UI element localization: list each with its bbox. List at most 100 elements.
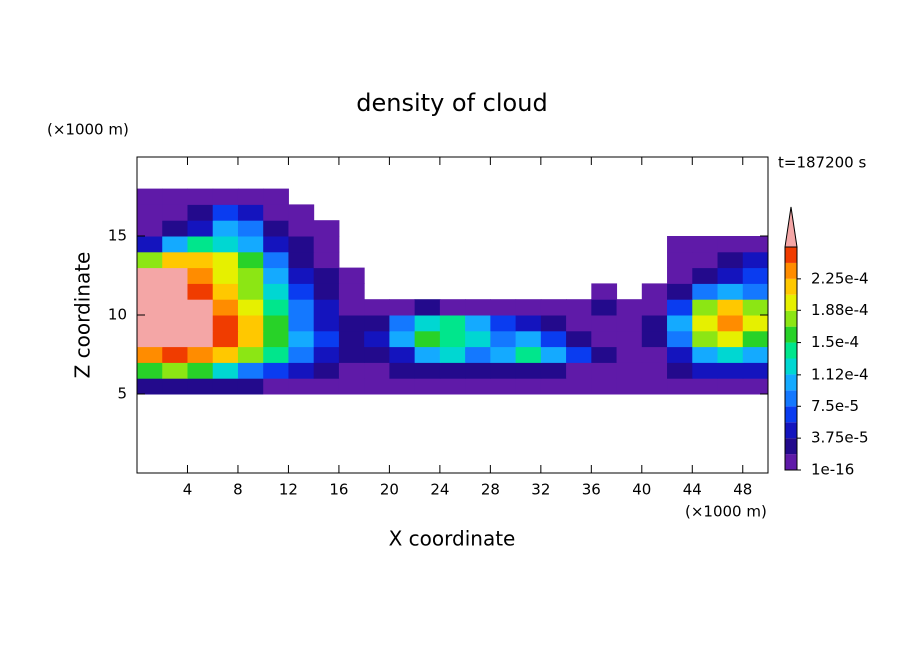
contour-cell xyxy=(717,315,744,332)
contour-cell xyxy=(616,346,643,363)
contour-cell xyxy=(667,346,693,363)
contour-cell xyxy=(237,220,264,237)
contour-cell xyxy=(742,236,769,253)
contour-cell xyxy=(212,220,239,237)
contour-cell xyxy=(187,204,214,221)
contour-cell xyxy=(212,362,239,379)
colorbar-extend xyxy=(784,206,798,248)
contour-cell xyxy=(742,362,769,379)
contour-cell xyxy=(414,346,441,363)
contour-cell xyxy=(641,315,668,332)
contour-cell xyxy=(288,346,315,363)
contour-cell xyxy=(540,378,567,395)
contour-cell xyxy=(717,283,744,300)
contour-cell xyxy=(414,330,441,348)
contour-cell xyxy=(742,299,769,316)
contour-cell xyxy=(137,315,163,332)
colorbar-tick-label: 1.88e-4 xyxy=(811,301,869,319)
contour-cell xyxy=(212,299,239,316)
contour-cell xyxy=(187,315,214,332)
contour-cell xyxy=(667,267,693,284)
contour-cell xyxy=(338,346,365,363)
contour-cell xyxy=(162,315,188,332)
contour-cell xyxy=(237,315,264,332)
x-tick-label: 20 xyxy=(380,481,399,499)
contour-cell xyxy=(364,330,390,348)
contour-cell xyxy=(263,220,289,237)
contour-cell xyxy=(263,346,289,363)
contour-cell xyxy=(641,283,668,300)
contour-cell xyxy=(263,283,289,300)
colorbar-band xyxy=(785,262,797,279)
contour-cell xyxy=(540,330,567,348)
contour-cell xyxy=(162,299,188,316)
contour-cell xyxy=(288,267,315,284)
contour-cell xyxy=(742,267,769,284)
contour-cell xyxy=(212,315,239,332)
contour-cell xyxy=(692,283,719,300)
contour-cell xyxy=(591,378,618,395)
colorbar-band xyxy=(785,422,797,439)
contour-cell xyxy=(667,251,693,269)
colorbar-band xyxy=(785,310,797,327)
contour-cell xyxy=(162,188,188,205)
contour-cell xyxy=(263,378,289,395)
colorbar-band xyxy=(785,390,797,407)
contour-cell xyxy=(566,299,592,316)
contour-cell xyxy=(313,267,340,284)
colorbar-band xyxy=(785,278,797,295)
contour-cell xyxy=(515,299,542,316)
contour-cell xyxy=(187,346,214,363)
contour-cell xyxy=(137,362,163,379)
contour-cell xyxy=(338,299,365,316)
contour-cell xyxy=(162,220,188,237)
contour-cell xyxy=(288,220,315,237)
contour-cell xyxy=(263,236,289,253)
contour-cell xyxy=(389,299,416,316)
contour-cell xyxy=(288,315,315,332)
contour-cell xyxy=(439,299,466,316)
contour-cell xyxy=(566,378,592,395)
contour-cell xyxy=(288,236,315,253)
contour-cell xyxy=(212,330,239,348)
contour-cell xyxy=(591,299,618,316)
contour-cell xyxy=(162,346,188,363)
contour-cell xyxy=(313,346,340,363)
contour-cell xyxy=(414,299,441,316)
contour-cell xyxy=(439,378,466,395)
colorbar-band xyxy=(785,342,797,359)
contour-cell xyxy=(137,188,163,205)
contour-cell xyxy=(237,346,264,363)
x-axis-label: X coordinate xyxy=(389,527,516,551)
contour-cell xyxy=(313,378,340,395)
contour-cell xyxy=(263,188,289,205)
contour-cell xyxy=(162,330,188,348)
contour-cell xyxy=(237,362,264,379)
contour-cell xyxy=(263,251,289,269)
contour-cell xyxy=(187,283,214,300)
x-unit: (×1000 m) xyxy=(685,503,767,521)
x-tick-label: 28 xyxy=(481,481,500,499)
contour-cell xyxy=(490,346,517,363)
contour-cell xyxy=(389,378,416,395)
contour-cell xyxy=(566,346,592,363)
contour-cell xyxy=(515,362,542,379)
contour-cell xyxy=(212,251,239,269)
contour-cell xyxy=(338,267,365,284)
contour-cell xyxy=(717,378,744,395)
contour-cell xyxy=(692,267,719,284)
contour-cell xyxy=(162,251,188,269)
contour-cell xyxy=(187,378,214,395)
contour-cell xyxy=(641,299,668,316)
contour-cell xyxy=(439,330,466,348)
contour-cell xyxy=(263,267,289,284)
contour-cell xyxy=(641,330,668,348)
x-tick-label: 44 xyxy=(683,481,702,499)
contour-cell xyxy=(263,330,289,348)
time-annotation: t=187200 s xyxy=(778,154,866,172)
contour-cell xyxy=(641,378,668,395)
contour-cell xyxy=(692,251,719,269)
contour-cell xyxy=(237,251,264,269)
contour-cell xyxy=(364,378,390,395)
